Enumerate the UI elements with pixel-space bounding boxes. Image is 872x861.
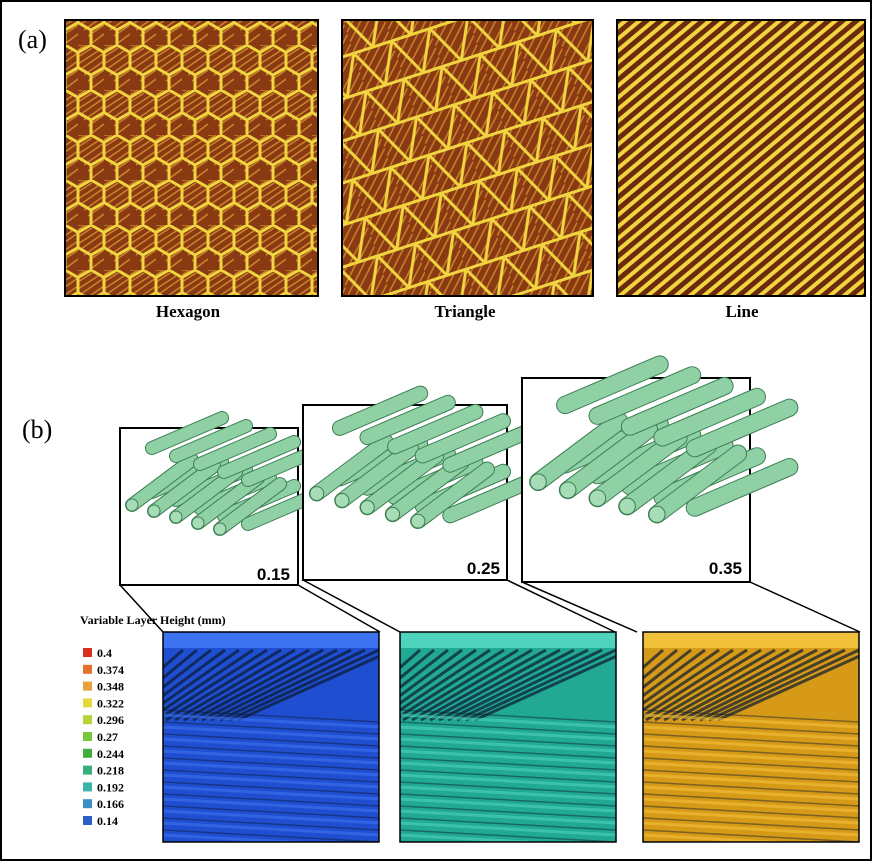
connector: [298, 585, 380, 632]
render: [103, 632, 393, 859]
legend-label: 0.192: [97, 780, 124, 794]
legend-swatch: [83, 732, 92, 741]
rod-end: [619, 498, 635, 514]
legend-swatch: [83, 648, 92, 657]
caption: Hexagon: [156, 302, 221, 321]
rod-end: [310, 487, 324, 501]
render-rod-hi: [163, 847, 379, 859]
render-top: [643, 632, 859, 648]
legend-swatch: [83, 698, 92, 707]
legend-label: 0.166: [97, 797, 124, 811]
legend-swatch: [83, 816, 92, 825]
legend-label: 0.4: [97, 646, 112, 660]
render-rod-hi: [643, 847, 859, 859]
panel-label: (b): [22, 415, 52, 444]
legend-swatch: [83, 799, 92, 808]
legend-label: 0.348: [97, 680, 124, 694]
rod-end: [411, 514, 425, 528]
legend-label: 0.374: [97, 663, 124, 677]
rod-end: [361, 500, 375, 514]
render-rod-hi: [400, 847, 616, 859]
render-rod-edge: [643, 842, 859, 854]
rod-end: [335, 494, 349, 508]
rod-end: [590, 490, 606, 506]
connector: [303, 580, 400, 632]
rod-end: [126, 499, 138, 511]
legend-label: 0.14: [97, 814, 118, 828]
legend-swatch: [83, 682, 92, 691]
rod-end: [386, 507, 400, 521]
layer-height: 0.25: [467, 559, 500, 578]
render: [340, 632, 630, 859]
panel-label: (a): [18, 25, 47, 54]
render-top: [163, 632, 379, 648]
legend-swatch: [83, 715, 92, 724]
rod-end: [530, 474, 546, 490]
connector: [750, 582, 860, 632]
connector: [507, 580, 615, 632]
rod-end: [148, 505, 160, 517]
hexagon-image: [65, 20, 318, 296]
caption: Triangle: [434, 302, 496, 321]
legend-swatch: [83, 665, 92, 674]
figure: (a) Hexagon Triangle Line (b) 0.15 0.25 …: [0, 0, 872, 861]
render-rod-edge: [400, 842, 616, 854]
render-rod-edge: [163, 842, 379, 854]
legend-swatch: [83, 782, 92, 791]
triangle-image: [342, 20, 593, 296]
legend-label: 0.322: [97, 696, 124, 710]
connector: [522, 582, 637, 632]
rod-end: [560, 482, 576, 498]
rod-end: [649, 506, 665, 522]
line-image: [617, 20, 865, 296]
legend-label: 0.244: [97, 747, 124, 761]
legend-label: 0.296: [97, 713, 124, 727]
render: [583, 632, 872, 859]
layer-height: 0.15: [257, 565, 290, 584]
rod-end: [170, 511, 182, 523]
layer-height: 0.35: [709, 559, 742, 578]
caption: Line: [725, 302, 759, 321]
render-top: [400, 632, 616, 648]
legend-title: Variable Layer Height (mm): [80, 613, 226, 627]
rod-end: [192, 517, 204, 529]
legend-label: 0.27: [97, 730, 118, 744]
legend-swatch: [83, 749, 92, 758]
rod-end: [214, 523, 226, 535]
legend-label: 0.218: [97, 764, 124, 778]
legend-swatch: [83, 766, 92, 775]
